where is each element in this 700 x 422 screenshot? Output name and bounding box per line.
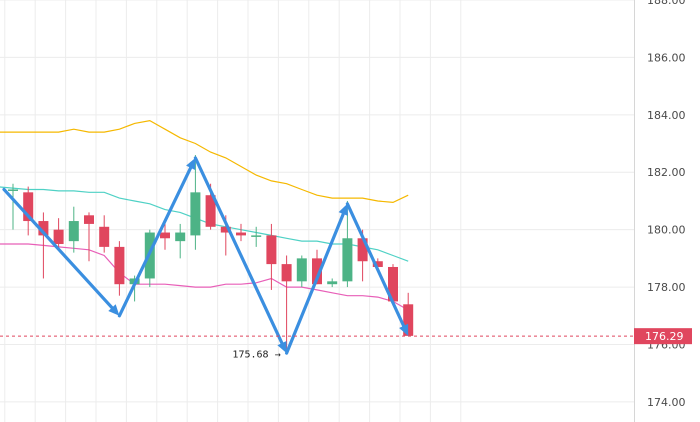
candle (175, 223, 186, 259)
candle-body (236, 232, 246, 236)
candle-body (8, 189, 18, 191)
candle-body (190, 192, 201, 236)
current-price-tag-bg (634, 328, 692, 345)
pattern-arrow (193, 156, 287, 354)
candle-body (342, 238, 353, 282)
arrow-guide (347, 203, 409, 337)
candle (160, 221, 170, 250)
candle (68, 206, 79, 253)
pattern-arrow (2, 187, 120, 317)
candle-body (114, 246, 125, 285)
pattern-arrow (345, 202, 409, 337)
candle-body (327, 281, 338, 285)
candle-body (205, 195, 216, 227)
candle-body (403, 304, 414, 336)
pattern-arrow (285, 203, 348, 355)
low-annotation-label: 175.68 → (232, 350, 280, 361)
candle (99, 215, 110, 253)
candle (8, 183, 18, 230)
candle (114, 241, 125, 296)
candle (296, 255, 307, 288)
candle-body (23, 192, 34, 222)
candle-body (68, 221, 79, 242)
candle-body (175, 232, 186, 242)
arrow-guide (3, 189, 120, 317)
candle (84, 212, 94, 262)
candle-body (312, 258, 322, 285)
pattern-arrows (2, 156, 409, 355)
arrow-guide (195, 157, 287, 354)
y-tick-label: 174.00 (647, 396, 686, 409)
y-tick-label: 178.00 (647, 281, 686, 294)
candle-body (220, 226, 231, 233)
candle-body (357, 238, 368, 262)
price-axis-background (634, 0, 700, 422)
candles (8, 155, 414, 354)
upper-band-line (0, 119, 409, 204)
arrow-guide (119, 157, 196, 316)
grid (0, 0, 634, 422)
price-axis[interactable]: 174.00176.00178.00180.00182.00184.00186.… (634, 0, 700, 422)
candle-body (372, 261, 383, 267)
candle (266, 223, 277, 290)
y-tick-label: 188.00 (647, 0, 686, 7)
arrow-head (186, 157, 196, 170)
pattern-arrow (117, 157, 196, 318)
current-price-tag: 176.29 (634, 328, 692, 345)
candle-body (38, 221, 49, 236)
candle (53, 218, 64, 250)
y-tick-label: 184.00 (647, 109, 686, 122)
candle-body (388, 266, 398, 302)
arrow-head (108, 304, 120, 316)
candle-body (266, 235, 277, 265)
candle-body (160, 232, 170, 239)
y-tick-label: 182.00 (647, 166, 686, 179)
lower-band-line (0, 243, 409, 311)
arrow-guide (286, 203, 348, 354)
candle (190, 155, 201, 250)
candle (251, 226, 262, 247)
candle (23, 186, 34, 236)
candle (281, 255, 292, 354)
candle (38, 212, 49, 279)
candle (327, 278, 338, 288)
y-tick-label: 180.00 (647, 224, 686, 237)
candle-body (99, 226, 110, 247)
candle-body (251, 235, 262, 237)
candle-body (296, 258, 307, 282)
y-tick-label: 186.00 (647, 51, 686, 64)
overlays: 176.29 175.68 → (0, 328, 692, 361)
candle (403, 292, 414, 336)
candle (388, 264, 398, 305)
arrow-head (338, 203, 348, 216)
arrow-head (277, 341, 287, 354)
candle-body (281, 264, 292, 282)
current-price-tag-label: 176.29 (645, 330, 684, 343)
arrow-head (399, 323, 409, 336)
candle-body (53, 229, 64, 245)
candle-body (84, 215, 94, 224)
candle (236, 223, 246, 242)
